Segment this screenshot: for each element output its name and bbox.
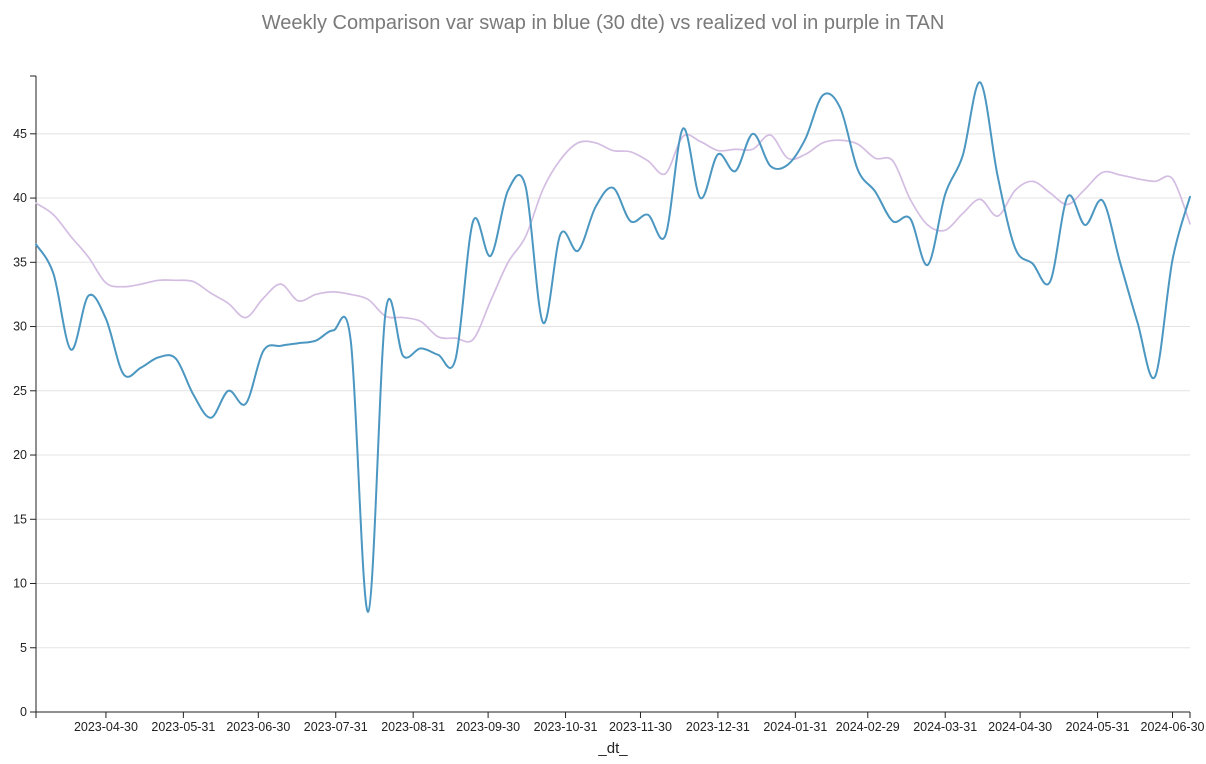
x-tick-label: 2024-05-31 [1066,720,1130,734]
y-tick-label: 35 [13,255,27,269]
x-tick-label: 2023-07-31 [304,720,368,734]
series-lines [35,81,1191,613]
y-tick-label: 5 [20,641,27,655]
y-tick-label: 45 [13,127,27,141]
x-tick-label: 2023-08-31 [381,720,445,734]
x-tick-label: 2023-04-30 [74,720,138,734]
x-tick-label: 2023-10-31 [534,720,598,734]
y-tick-label: 15 [13,512,27,526]
y-tick-label: 40 [13,191,27,205]
y-tick-label: 10 [13,577,27,591]
y-tick-label: 30 [13,320,27,334]
var-swap-line [35,81,1191,613]
x-tick-label: 2024-04-30 [988,720,1052,734]
x-tick-label: 2023-09-30 [456,720,520,734]
x-tick-label: 2024-01-31 [763,720,827,734]
axes: 0 5 10 15 20 25 30 35 40 45 2023-04-30 2023-05-31 20… [13,75,1205,734]
y-tick-label: 0 [20,705,27,719]
x-tick-label: 2024-03-31 [913,720,977,734]
x-tick-label: 2023-11-30 [609,720,672,734]
x-axis-label: _dt_ [597,740,628,757]
y-tick-label: 20 [13,448,27,462]
x-tick-label: 2023-12-31 [686,720,750,734]
grid-lines [36,133,1190,649]
x-tick-label: 2023-06-30 [226,720,290,734]
x-tick-label: 2024-06-30 [1141,720,1205,734]
chart-title: Weekly Comparison var swap in blue (30 d… [261,12,945,34]
x-tick-label: 2023-05-31 [151,720,215,734]
x-tick-label: 2024-02-29 [836,720,900,734]
y-tick-label: 25 [13,384,27,398]
realized-vol-line [35,133,1191,343]
